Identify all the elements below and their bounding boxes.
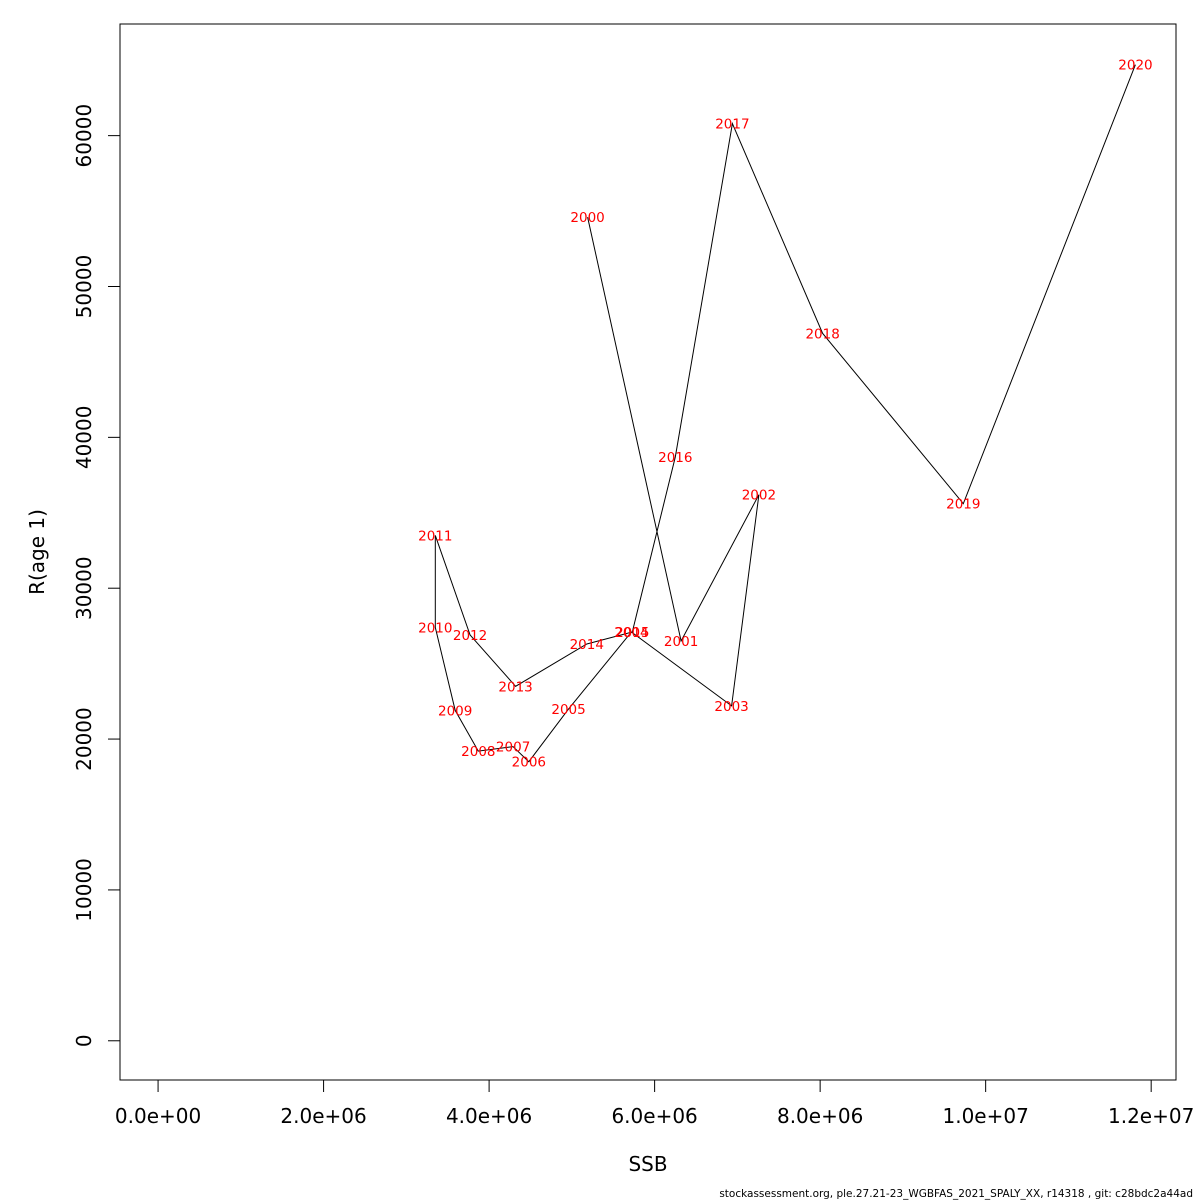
point-label-2013: 2013 xyxy=(498,679,532,695)
x-axis-title: SSB xyxy=(628,1152,667,1176)
x-tick-label: 1.2e+07 xyxy=(1108,1104,1194,1128)
x-tick-label: 0.0e+00 xyxy=(115,1104,201,1128)
y-tick-label: 30000 xyxy=(72,556,96,620)
point-label-2007: 2007 xyxy=(496,740,530,756)
y-tick-label: 40000 xyxy=(72,406,96,470)
x-tick-label: 1.0e+07 xyxy=(942,1104,1028,1128)
y-tick-label: 50000 xyxy=(72,255,96,319)
point-label-2001: 2001 xyxy=(664,634,698,650)
point-label-2018: 2018 xyxy=(805,326,839,342)
point-label-2000: 2000 xyxy=(570,210,604,226)
x-tick-label: 2.0e+06 xyxy=(280,1104,366,1128)
x-tick-label: 6.0e+06 xyxy=(611,1104,697,1128)
point-label-2017: 2017 xyxy=(715,117,749,133)
point-label-2012: 2012 xyxy=(453,628,487,644)
y-tick-label: 20000 xyxy=(72,707,96,771)
point-label-2011: 2011 xyxy=(418,528,452,544)
x-tick-label: 4.0e+06 xyxy=(446,1104,532,1128)
x-tick-label: 8.0e+06 xyxy=(777,1104,863,1128)
point-label-2005: 2005 xyxy=(551,702,585,718)
point-label-2010: 2010 xyxy=(418,620,452,636)
series-line xyxy=(434,64,1136,763)
y-tick-label: 0 xyxy=(72,1034,96,1047)
point-label-2008: 2008 xyxy=(461,744,495,760)
y-tick-label: 60000 xyxy=(72,104,96,168)
point-label-2014: 2014 xyxy=(570,637,604,653)
footer-text: stockassessment.org, ple.27.21-23_WGBFAS… xyxy=(719,1188,1193,1200)
point-label-2006: 2006 xyxy=(512,755,546,771)
y-tick-label: 10000 xyxy=(72,858,96,922)
point-label-2009: 2009 xyxy=(438,703,472,719)
point-label-2015: 2015 xyxy=(615,625,649,641)
y-axis-title: R(age 1) xyxy=(25,509,49,595)
point-label-2019: 2019 xyxy=(946,497,980,513)
point-label-2020: 2020 xyxy=(1118,58,1152,74)
x-axis: 0.0e+00 2.0e+06 4.0e+06 6.0e+06 8.0e+06 1.0e+… xyxy=(115,1079,1194,1128)
plot-frame xyxy=(119,23,1177,1081)
point-label-2003: 2003 xyxy=(714,699,748,715)
point-label-2004: 2004 xyxy=(614,625,648,641)
point-label-2016: 2016 xyxy=(658,450,692,466)
y-axis: 0 10000 20000 30000 40000 50000 60000 xyxy=(72,104,121,1047)
point-label-2002: 2002 xyxy=(742,488,776,504)
